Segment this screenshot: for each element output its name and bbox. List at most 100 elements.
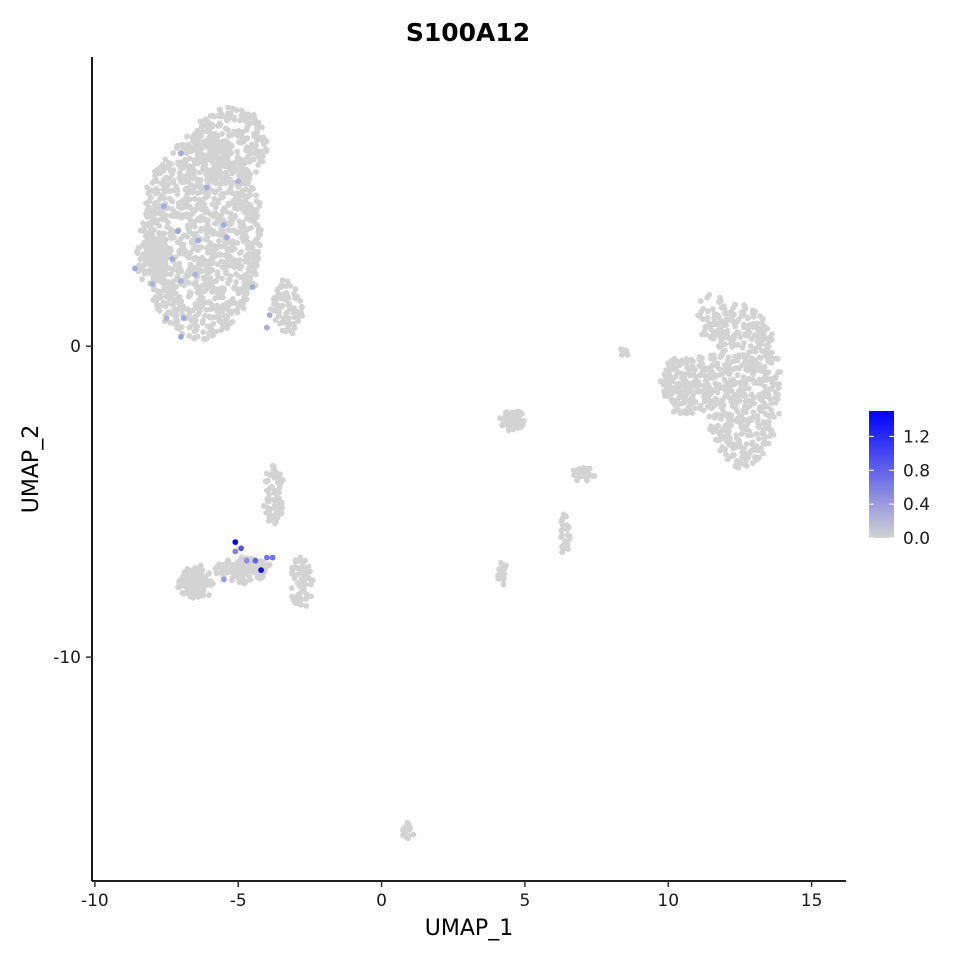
expressing-cell-point — [235, 178, 242, 185]
x-tick-label: 0 — [376, 891, 387, 911]
cell-point — [763, 377, 769, 383]
cell-point — [243, 135, 250, 142]
cell-point — [161, 176, 167, 183]
cell-point — [238, 249, 245, 255]
cell-point — [297, 298, 304, 304]
cell-point — [707, 391, 714, 398]
cell-point — [241, 199, 247, 205]
cell-point — [748, 432, 755, 439]
cell-point — [239, 203, 246, 210]
cell-point — [737, 334, 744, 341]
cell-point — [185, 280, 192, 286]
cell-point — [245, 193, 252, 200]
cell-point — [302, 557, 309, 564]
cell-point — [242, 258, 248, 264]
cell-point — [718, 338, 725, 345]
cell-point — [212, 176, 219, 182]
cell-point — [278, 282, 285, 288]
cell-point — [735, 329, 742, 336]
cell-point — [772, 400, 779, 406]
cell-point — [750, 371, 757, 378]
cell-point — [730, 312, 737, 318]
cell-point — [196, 153, 203, 159]
cell-point — [250, 119, 257, 126]
cell-point — [206, 592, 212, 598]
legend-tick-label: 0.8 — [903, 461, 930, 481]
cell-point — [146, 243, 153, 250]
cell-point — [218, 113, 225, 120]
cell-point — [679, 400, 685, 407]
cell-point — [191, 223, 198, 230]
cell-point — [169, 301, 176, 308]
cell-point — [727, 369, 734, 375]
cell-point — [297, 554, 304, 561]
cell-point — [257, 231, 264, 238]
cell-point — [256, 148, 263, 155]
cell-point — [217, 570, 224, 576]
cell-point — [719, 446, 726, 453]
cell-point — [741, 461, 747, 467]
cell-point — [744, 315, 751, 322]
cell-point — [701, 382, 708, 389]
cell-point — [733, 400, 740, 407]
expressing-cell-point — [163, 315, 170, 322]
expressing-cell-point — [223, 234, 230, 241]
cell-point — [244, 154, 251, 160]
cell-point — [209, 254, 215, 260]
cell-point — [142, 251, 149, 258]
cell-point — [741, 445, 748, 452]
cell-point — [244, 214, 250, 221]
cell-point — [749, 321, 756, 327]
x-tick-label: 5 — [519, 891, 530, 911]
cell-point — [242, 290, 249, 297]
cell-point — [181, 282, 187, 289]
cell-point — [172, 262, 179, 268]
cell-point — [224, 256, 231, 263]
cell-point — [190, 175, 197, 182]
cell-point — [228, 300, 235, 307]
cell-point — [241, 166, 248, 173]
cell-point — [724, 411, 730, 418]
cell-point — [257, 157, 264, 164]
cell-point — [169, 266, 176, 273]
cell-point — [282, 290, 288, 297]
cell-point — [768, 400, 775, 406]
cell-point — [749, 439, 756, 446]
cell-point — [184, 133, 190, 140]
cell-point — [684, 365, 690, 371]
cell-point — [153, 269, 160, 276]
cell-point — [219, 275, 226, 282]
cell-point — [210, 304, 216, 311]
cell-point — [291, 314, 298, 321]
cell-point — [679, 370, 686, 377]
cell-point — [771, 414, 777, 420]
cell-point — [154, 288, 161, 294]
cell-point — [168, 271, 174, 278]
cell-point — [277, 481, 283, 488]
cell-point — [180, 580, 187, 586]
cell-point — [621, 347, 628, 354]
cell-point — [145, 205, 152, 212]
cell-point — [211, 161, 218, 168]
cell-point — [758, 408, 764, 414]
cell-point — [216, 317, 223, 324]
cell-point — [760, 440, 767, 447]
cell-point — [272, 472, 279, 479]
legend-tick-label: 0.0 — [903, 529, 930, 549]
expressing-cell-point — [175, 228, 181, 235]
cell-point — [264, 477, 271, 484]
cell-point — [225, 127, 231, 133]
cell-point — [188, 145, 195, 151]
cell-point — [186, 228, 193, 235]
cell-point — [206, 330, 213, 336]
cell-point — [721, 376, 728, 383]
cell-point — [277, 320, 283, 327]
cell-point — [213, 328, 220, 335]
cell-point — [205, 278, 212, 285]
cell-point — [728, 387, 735, 394]
cell-point — [231, 116, 238, 123]
cell-point — [197, 581, 203, 587]
cell-point — [206, 143, 213, 150]
cell-point — [246, 188, 253, 195]
cell-point — [163, 164, 169, 171]
